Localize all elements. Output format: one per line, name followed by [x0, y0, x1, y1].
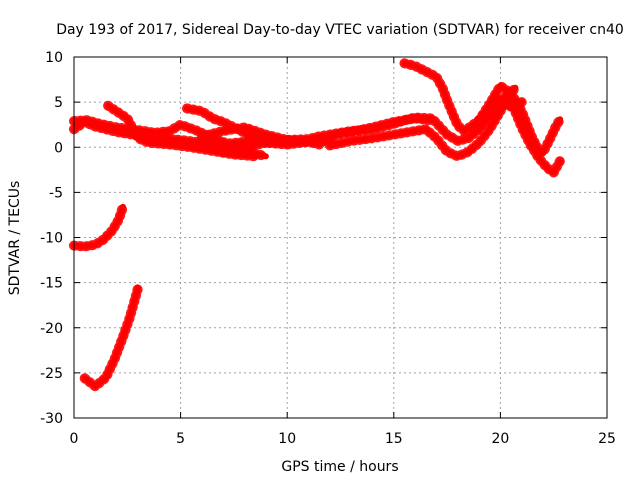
y-tick-label: 0 [54, 140, 63, 156]
x-axis-title: GPS time / hours [281, 459, 398, 475]
y-tick-label: -15 [40, 276, 63, 292]
series-markers-arc-c [103, 100, 261, 162]
x-tick-label: 25 [598, 431, 616, 447]
y-tick-label: 5 [54, 95, 63, 111]
x-tick-label: 10 [278, 431, 296, 447]
series-markers-arc-h [399, 58, 527, 136]
series-markers-arc-low-2 [79, 283, 143, 392]
series-markers-arc-f [218, 88, 514, 157]
series-markers-arc-g [324, 82, 521, 162]
y-tick-label: -5 [49, 185, 63, 201]
series-markers-arc-j [506, 88, 566, 158]
y-tick-label: 10 [45, 50, 63, 66]
x-tick-label: 0 [70, 431, 79, 447]
x-tick-label: 5 [176, 431, 185, 447]
y-tick-label: -30 [40, 411, 63, 427]
x-tick-labels: 0 5 10 15 20 25 [70, 431, 616, 447]
series-markers-arc-i [474, 80, 566, 178]
y-tick-labels: -30 -25 -20 -15 -10 -5 0 5 10 [40, 50, 63, 427]
data-series [69, 58, 566, 392]
x-tick-label: 20 [491, 431, 509, 447]
axis-ticks [73, 56, 608, 419]
y-tick-label: -10 [40, 231, 63, 247]
y-tick-label: -20 [40, 321, 63, 337]
y-axis-title: SDTVAR / TECUs [7, 181, 23, 296]
series-markers-arc-low-1 [69, 201, 128, 252]
grid-lines [74, 57, 607, 418]
y-tick-label: -25 [40, 366, 63, 382]
x-tick-label: 15 [385, 431, 403, 447]
chart-title: Day 193 of 2017, Sidereal Day-to-day VTE… [56, 22, 624, 38]
